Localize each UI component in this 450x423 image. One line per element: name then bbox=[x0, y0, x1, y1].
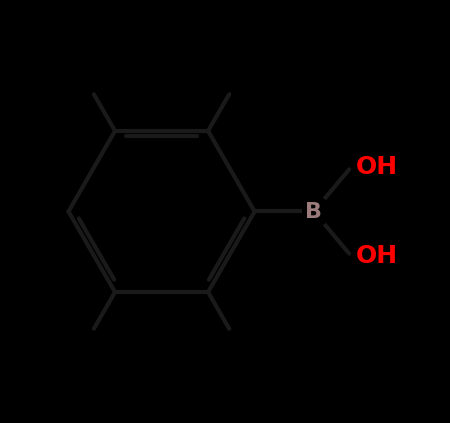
Text: B: B bbox=[306, 201, 322, 222]
Text: OH: OH bbox=[356, 155, 398, 179]
Text: OH: OH bbox=[356, 244, 398, 268]
